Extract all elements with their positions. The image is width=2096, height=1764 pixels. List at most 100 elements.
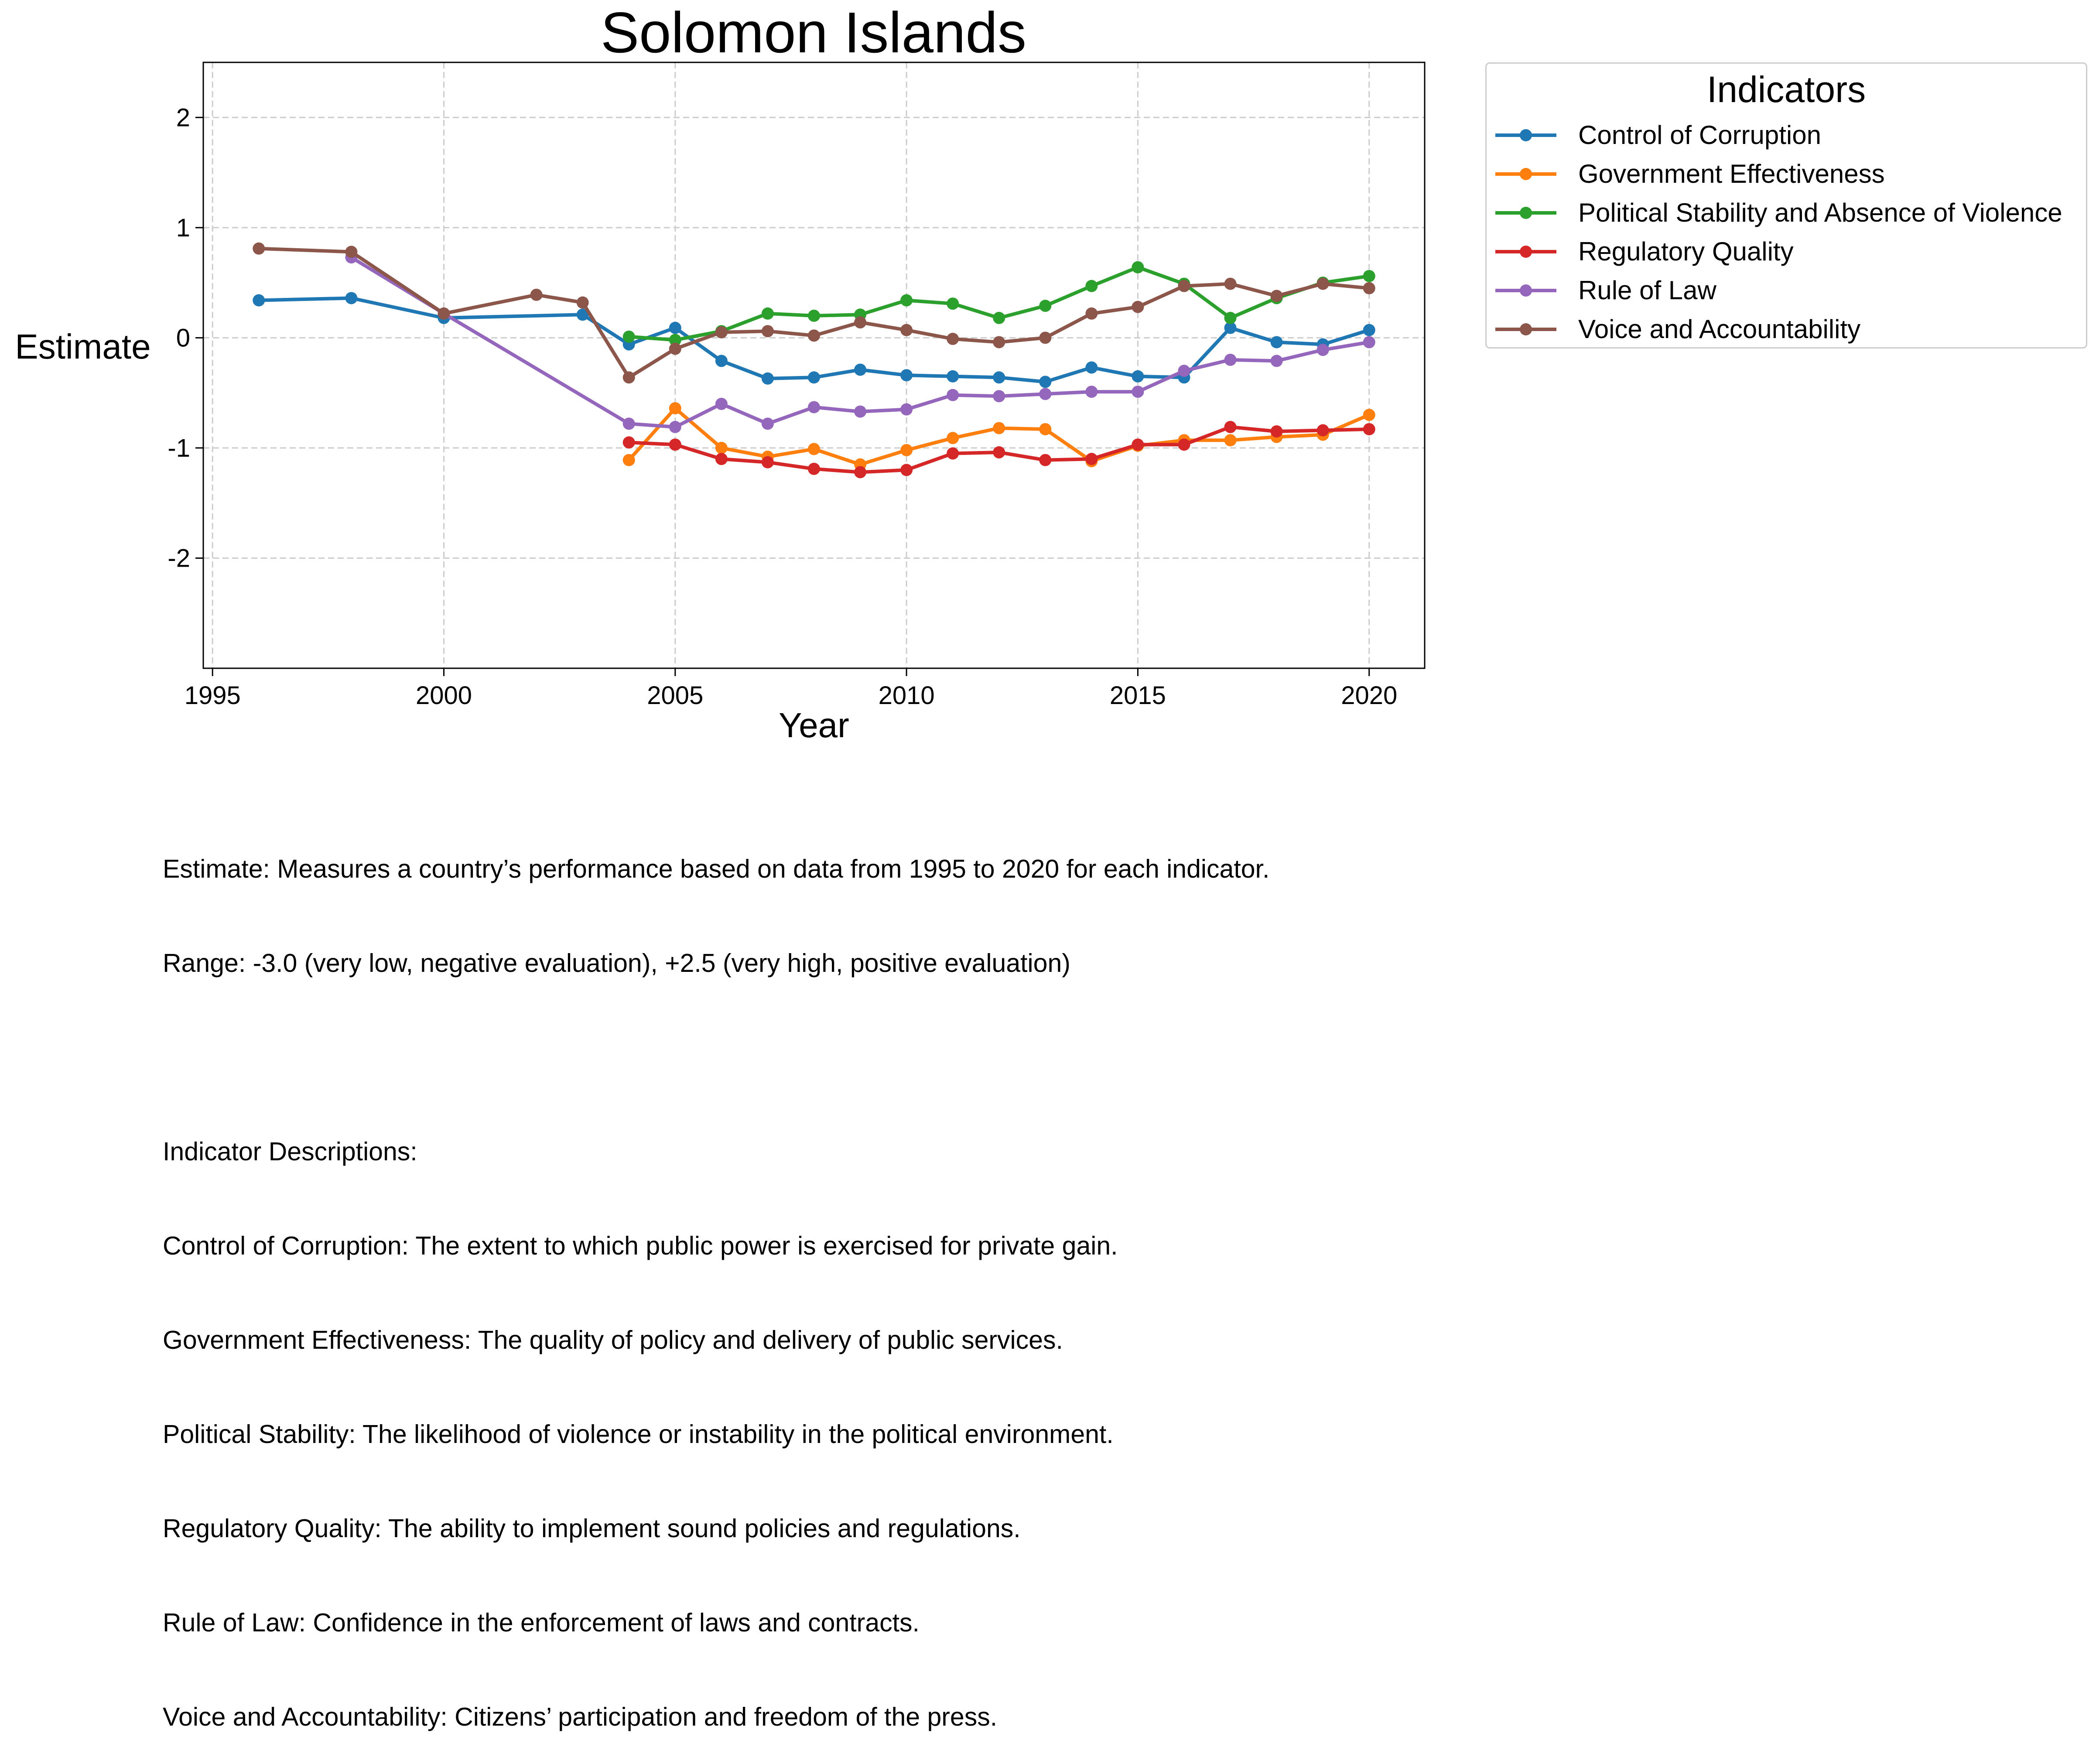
- data-point: [1363, 336, 1375, 349]
- data-point: [669, 321, 681, 334]
- legend-swatch: [1495, 323, 1556, 335]
- note-line: Voice and Accountability: Citizens’ part…: [163, 1702, 998, 1731]
- data-point: [1270, 336, 1283, 349]
- data-point: [900, 464, 913, 476]
- data-point: [715, 453, 728, 465]
- data-point: [993, 336, 1005, 349]
- data-point: [1316, 424, 1329, 437]
- data-point: [622, 417, 635, 430]
- chart-title: Solomon Islands: [601, 0, 1026, 65]
- data-point: [1224, 311, 1237, 324]
- note-line: Government Effectiveness: The quality of…: [163, 1326, 1063, 1354]
- data-point: [761, 325, 774, 338]
- data-point: [576, 308, 589, 321]
- legend-swatch: [1495, 284, 1556, 297]
- data-point: [1039, 376, 1052, 388]
- data-point: [808, 443, 820, 455]
- data-point: [761, 307, 774, 320]
- data-point: [253, 242, 265, 255]
- data-point: [1085, 307, 1098, 320]
- data-point: [1363, 409, 1375, 421]
- data-point: [808, 309, 820, 322]
- data-point: [1224, 420, 1237, 433]
- data-point: [1363, 423, 1375, 435]
- data-point: [808, 462, 820, 475]
- data-point: [993, 422, 1005, 434]
- data-point: [715, 397, 728, 410]
- data-point: [854, 316, 867, 329]
- legend-item: Control of Corruption: [1495, 116, 2084, 154]
- data-point: [854, 466, 867, 479]
- y-tick-label: -1: [168, 434, 190, 462]
- legend-item: Political Stability and Absence of Viole…: [1495, 194, 2084, 232]
- data-point: [993, 390, 1005, 403]
- legend-title: Indicators: [1706, 69, 1866, 110]
- data-point: [900, 369, 913, 382]
- data-point: [1039, 300, 1052, 312]
- data-point: [715, 355, 728, 367]
- legend-swatch: [1495, 207, 1556, 219]
- data-point: [715, 441, 728, 454]
- legend-swatch: [1495, 129, 1556, 141]
- plot-frame: [202, 62, 1426, 669]
- data-point: [622, 436, 635, 449]
- data-point: [1224, 353, 1237, 366]
- data-point: [622, 371, 635, 384]
- data-point: [993, 371, 1005, 384]
- data-point: [669, 420, 681, 433]
- data-point: [1363, 324, 1375, 336]
- data-point: [947, 447, 959, 460]
- legend-label: Control of Corruption: [1578, 120, 1821, 150]
- data-point: [345, 246, 358, 258]
- x-tick-label: 2020: [1341, 681, 1397, 710]
- data-point: [1224, 321, 1237, 334]
- data-point: [622, 330, 635, 343]
- note-line: Range: -3.0 (very low, negative evaluati…: [163, 949, 1070, 978]
- series-voice-and-accountability: [253, 242, 1375, 384]
- data-point: [993, 311, 1005, 324]
- y-tick-label: 1: [176, 214, 190, 242]
- x-tick-label: 1995: [185, 681, 241, 710]
- data-point: [1039, 423, 1052, 435]
- note-line: Control of Corruption: The extent to whi…: [163, 1231, 1118, 1260]
- y-tick-label: -2: [168, 544, 190, 572]
- series-regulatory-quality: [622, 420, 1375, 479]
- data-point: [1132, 370, 1144, 383]
- data-point: [993, 446, 1005, 459]
- data-point: [1270, 355, 1283, 367]
- series-layer: [253, 242, 1375, 479]
- data-point: [761, 456, 774, 468]
- data-point: [1132, 301, 1144, 313]
- data-point: [1085, 386, 1098, 398]
- legend-label: Government Effectiveness: [1578, 159, 1885, 188]
- data-point: [900, 444, 913, 456]
- data-point: [900, 403, 913, 416]
- note-line: Indicator Descriptions:: [163, 1137, 417, 1166]
- data-point: [669, 334, 681, 346]
- data-point: [1039, 388, 1052, 400]
- data-point: [1270, 425, 1283, 438]
- x-axis-label: Year: [779, 706, 849, 745]
- data-point: [715, 326, 728, 338]
- legend-label: Regulatory Quality: [1578, 237, 1794, 266]
- data-point: [947, 332, 959, 345]
- data-point: [1085, 453, 1098, 465]
- data-point: [1363, 282, 1375, 294]
- data-point: [947, 432, 959, 444]
- data-point: [1270, 290, 1283, 302]
- legend-item: Rule of Law: [1495, 271, 2084, 310]
- grid-layer: [203, 62, 1425, 668]
- data-point: [622, 454, 635, 466]
- x-tick-label: 2005: [647, 681, 703, 710]
- data-point: [1178, 365, 1190, 377]
- data-point: [1316, 344, 1329, 356]
- legend-item: Regulatory Quality: [1495, 232, 2084, 271]
- data-point: [669, 342, 681, 355]
- note-line: Estimate: Measures a country’s performan…: [163, 855, 1270, 883]
- data-point: [669, 402, 681, 414]
- data-point: [1224, 434, 1237, 447]
- note-line: Regulatory Quality: The ability to imple…: [163, 1514, 1021, 1543]
- data-point: [854, 405, 867, 418]
- legend-label: Voice and Accountability: [1578, 315, 1861, 344]
- data-point: [1085, 280, 1098, 292]
